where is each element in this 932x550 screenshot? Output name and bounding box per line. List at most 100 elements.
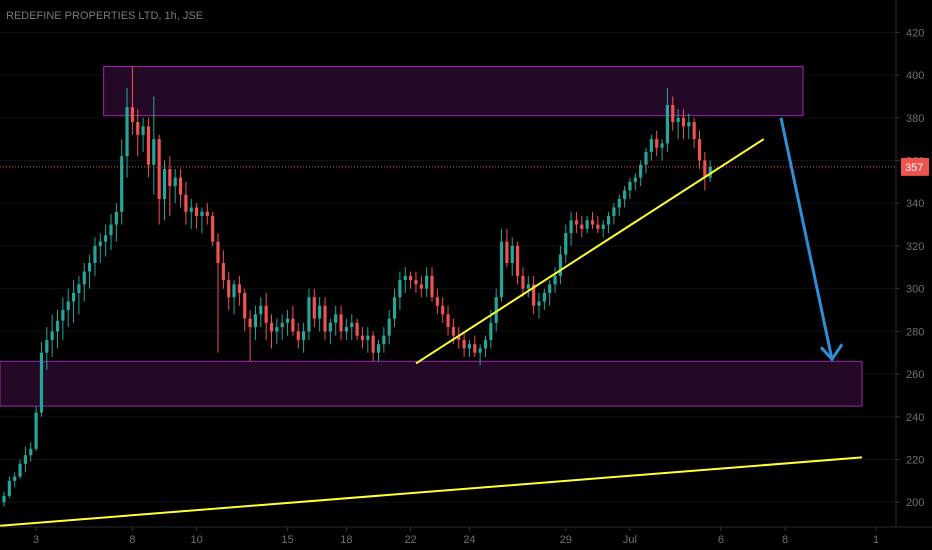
price-axis-bg bbox=[896, 0, 932, 550]
candle bbox=[558, 254, 562, 276]
candle bbox=[355, 322, 359, 336]
candle bbox=[88, 263, 92, 272]
candle bbox=[211, 216, 215, 242]
candle bbox=[243, 292, 247, 319]
candle bbox=[13, 476, 17, 481]
candle bbox=[612, 207, 616, 217]
candle bbox=[232, 284, 236, 298]
candle bbox=[548, 284, 552, 293]
arrow-shaft bbox=[779, 117, 834, 360]
candle bbox=[157, 139, 161, 199]
candle bbox=[23, 455, 27, 464]
time-tick-label: 22 bbox=[404, 534, 416, 546]
time-axis[interactable]: 3 8 10 15 18 22 24 29 Jul 6 8 1 bbox=[0, 526, 932, 546]
candle bbox=[152, 139, 156, 165]
candlesticks bbox=[2, 66, 712, 507]
arrow-head bbox=[819, 343, 844, 362]
candle bbox=[376, 344, 381, 353]
candle bbox=[478, 348, 482, 353]
candle bbox=[505, 241, 509, 264]
candle bbox=[29, 448, 33, 456]
candle bbox=[173, 177, 177, 187]
candle bbox=[676, 117, 680, 123]
candle bbox=[521, 275, 525, 289]
candle bbox=[451, 327, 455, 336]
candle bbox=[248, 318, 252, 328]
time-tick-label: 8 bbox=[782, 534, 788, 546]
candle bbox=[692, 122, 696, 140]
candle bbox=[216, 241, 220, 264]
time-tick-label: 15 bbox=[281, 534, 293, 546]
candle bbox=[312, 297, 316, 319]
candle bbox=[350, 322, 354, 328]
candle bbox=[665, 104, 669, 144]
candle bbox=[344, 327, 348, 332]
candle bbox=[430, 275, 434, 298]
candle bbox=[435, 297, 439, 306]
candle bbox=[280, 322, 284, 328]
candle bbox=[687, 122, 691, 127]
candle bbox=[617, 198, 621, 208]
candle bbox=[708, 166, 712, 178]
price-tick-label: 260 bbox=[906, 369, 924, 381]
candle bbox=[623, 190, 627, 199]
candle bbox=[2, 495, 6, 503]
candle bbox=[489, 322, 493, 340]
candle bbox=[264, 305, 268, 323]
candle bbox=[644, 151, 648, 165]
candle bbox=[639, 164, 643, 178]
candle bbox=[55, 320, 60, 332]
price-tick-label: 380 bbox=[906, 113, 924, 125]
candle bbox=[259, 305, 263, 315]
chart-title: REDEFINE PROPERTIES LTD, 1h, JSE bbox=[6, 10, 203, 22]
price-tick-label: 280 bbox=[906, 326, 924, 338]
candle bbox=[114, 211, 118, 225]
candle bbox=[18, 463, 22, 477]
candle bbox=[98, 241, 102, 246]
candle bbox=[473, 344, 477, 353]
candle bbox=[601, 224, 605, 229]
candle bbox=[323, 305, 327, 332]
candle bbox=[39, 352, 44, 413]
time-tick-label: 18 bbox=[340, 534, 352, 546]
candle bbox=[253, 314, 258, 328]
candle bbox=[275, 327, 279, 332]
candle bbox=[227, 280, 231, 298]
candle bbox=[564, 233, 568, 255]
price-tick-label: 220 bbox=[906, 455, 924, 467]
candle bbox=[307, 297, 311, 332]
price-tick-label: 320 bbox=[906, 241, 924, 253]
price-axis[interactable]: 200220240260280300320340360380400420357 bbox=[895, 0, 932, 550]
candle bbox=[162, 169, 167, 199]
time-tick-label: 1 bbox=[873, 534, 879, 546]
candle bbox=[360, 335, 365, 340]
last-price-label: 357 bbox=[905, 162, 923, 174]
price-tick-label: 420 bbox=[906, 27, 924, 39]
candle bbox=[328, 322, 332, 332]
candle bbox=[195, 207, 199, 217]
candle bbox=[269, 322, 274, 332]
candle bbox=[398, 280, 402, 298]
trend-line bbox=[0, 456, 863, 527]
time-tick-label: 10 bbox=[190, 534, 202, 546]
candle bbox=[120, 156, 124, 212]
candle bbox=[660, 143, 664, 148]
time-tick-label: 3 bbox=[33, 534, 39, 546]
candle bbox=[66, 301, 70, 311]
candle bbox=[237, 284, 241, 293]
time-tick-label: 8 bbox=[129, 534, 135, 546]
candle bbox=[596, 224, 600, 229]
candle bbox=[494, 297, 498, 323]
candle bbox=[50, 331, 54, 340]
candle bbox=[109, 224, 113, 236]
candle bbox=[580, 224, 584, 229]
candle bbox=[45, 339, 49, 353]
candle bbox=[7, 480, 11, 496]
zone-box bbox=[0, 360, 863, 407]
candle bbox=[168, 169, 172, 187]
candle bbox=[318, 305, 322, 319]
candle bbox=[366, 335, 370, 340]
candle bbox=[334, 314, 338, 323]
candle bbox=[633, 177, 637, 182]
